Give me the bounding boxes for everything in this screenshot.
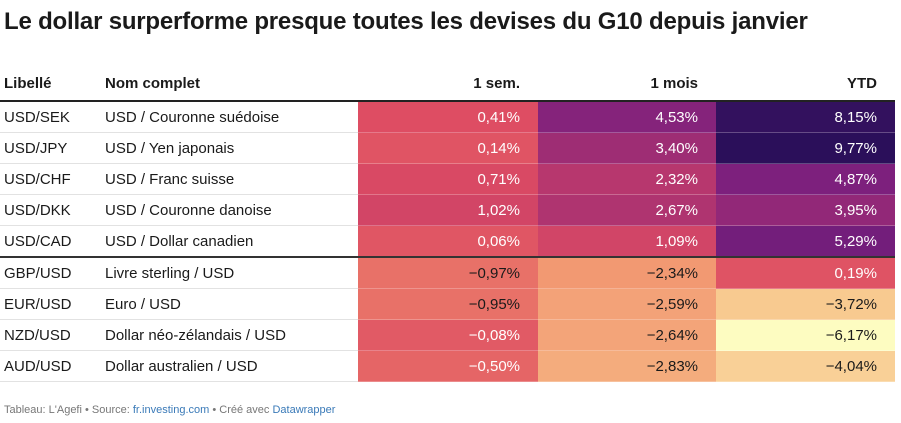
cell-ytd: 3,95% [716,194,895,226]
cell-ytd: 9,77% [716,132,895,164]
table-row: USD/JPY USD / Yen japonais 0,14% 3,40% 9,77% [0,132,895,164]
page-title: Le dollar surperforme presque toutes les… [4,8,808,35]
header-libelle: Libellé [0,66,105,102]
source-link[interactable]: fr.investing.com [132,404,210,416]
cell-1-sem: 0,71% [358,163,538,195]
footer-middle: • Créé avec [209,404,273,416]
cell-1-mois: −2,83% [538,350,716,382]
header-1-sem: 1 sem. [358,66,538,102]
table-header-row: Libellé Nom complet 1 sem. 1 mois YTD [0,66,895,102]
table-row: NZD/USD Dollar néo-zélandais / USD −0,08% −… [0,319,895,351]
cell-ytd: 8,15% [716,101,895,133]
header-1-mois: 1 mois [538,66,716,102]
cell-1-mois: 4,53% [538,101,716,133]
cell-1-mois: 1,09% [538,225,716,258]
cell-nom-complet: Euro / USD [105,288,358,320]
table-row: GBP/USD Livre sterling / USD −0,97% −2,34% 0… [0,257,895,289]
cell-ytd: −4,04% [716,350,895,382]
cell-1-mois: 2,32% [538,163,716,195]
cell-libelle: USD/CHF [0,163,105,195]
cell-1-sem: 0,06% [358,225,538,258]
cell-1-sem: −0,95% [358,288,538,320]
cell-libelle: EUR/USD [0,288,105,320]
table-body: USD/SEK USD / Couronne suédoise 0,41% 4,53%… [0,101,895,382]
cell-nom-complet: USD / Yen japonais [105,132,358,164]
cell-1-sem: −0,08% [358,319,538,351]
table-row: EUR/USD Euro / USD −0,95% −2,59% −3,72% [0,288,895,320]
cell-nom-complet: Dollar néo-zélandais / USD [105,319,358,351]
cell-1-sem: 0,41% [358,101,538,133]
cell-libelle: USD/DKK [0,194,105,226]
currency-table: Libellé Nom complet 1 sem. 1 mois YTD US… [0,66,895,382]
cell-ytd: 5,29% [716,225,895,258]
cell-nom-complet: Livre sterling / USD [105,257,358,289]
cell-ytd: 4,87% [716,163,895,195]
cell-libelle: USD/CAD [0,225,105,258]
cell-nom-complet: USD / Dollar canadien [105,225,358,258]
table-row: AUD/USD Dollar australien / USD −0,50% −2,8… [0,350,895,382]
cell-1-mois: 3,40% [538,132,716,164]
cell-1-mois: −2,59% [538,288,716,320]
header-nom-complet: Nom complet [105,66,358,102]
cell-libelle: AUD/USD [0,350,105,382]
cell-1-mois: −2,64% [538,319,716,351]
datawrapper-link[interactable]: Datawrapper [272,404,336,416]
cell-nom-complet: Dollar australien / USD [105,350,358,382]
cell-1-sem: 0,14% [358,132,538,164]
cell-nom-complet: USD / Couronne suédoise [105,101,358,133]
cell-ytd: −3,72% [716,288,895,320]
cell-ytd: 0,19% [716,257,895,289]
cell-nom-complet: USD / Couronne danoise [105,194,358,226]
cell-1-sem: 1,02% [358,194,538,226]
table-row: USD/SEK USD / Couronne suédoise 0,41% 4,53%… [0,101,895,133]
cell-libelle: NZD/USD [0,319,105,351]
table-row: USD/DKK USD / Couronne danoise 1,02% 2,67% 3… [0,194,895,226]
cell-nom-complet: USD / Franc suisse [105,163,358,195]
cell-1-sem: −0,50% [358,350,538,382]
cell-1-mois: 2,67% [538,194,716,226]
header-ytd: YTD [716,66,895,102]
footer: Tableau: L'Agefi • Source: fr.investing.… [4,404,335,416]
cell-1-mois: −2,34% [538,257,716,289]
cell-ytd: −6,17% [716,319,895,351]
cell-libelle: GBP/USD [0,257,105,289]
cell-libelle: USD/JPY [0,132,105,164]
table-row: USD/CAD USD / Dollar canadien 0,06% 1,09% 5,… [0,225,895,258]
cell-1-sem: −0,97% [358,257,538,289]
cell-libelle: USD/SEK [0,101,105,133]
footer-prefix: Tableau: L'Agefi • Source: [4,404,133,416]
table-row: USD/CHF USD / Franc suisse 0,71% 2,32% 4,87% [0,163,895,195]
